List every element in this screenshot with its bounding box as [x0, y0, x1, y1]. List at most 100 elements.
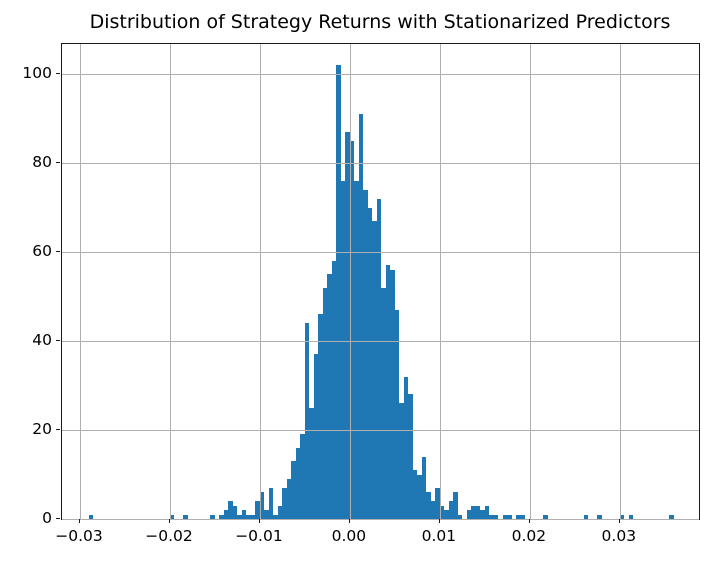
histogram-bar [507, 514, 512, 519]
histogram-bar [394, 309, 400, 519]
y-tick-mark [56, 251, 60, 252]
histogram-bar [385, 265, 391, 519]
y-tick-mark [56, 518, 60, 519]
histogram-bar [489, 514, 494, 519]
y-gridline [62, 162, 699, 164]
histogram-bar [417, 474, 422, 519]
y-tick-label: 60 [32, 242, 52, 260]
histogram-bar [484, 505, 490, 519]
histogram-bar [493, 514, 499, 519]
histogram-bar [228, 501, 233, 519]
histogram-bar [273, 514, 278, 519]
histogram-bar [421, 456, 427, 519]
histogram-bar [237, 514, 242, 519]
x-tick-label: 0.02 [511, 527, 547, 545]
x-gridline [439, 44, 441, 519]
x-gridline [259, 44, 261, 519]
histogram-bar [250, 514, 256, 519]
histogram-bar [399, 403, 404, 519]
histogram-bar [597, 514, 602, 519]
y-tick-label: 40 [32, 331, 52, 349]
x-tick-mark [528, 519, 530, 523]
histogram-bar [327, 274, 332, 519]
histogram-bar [367, 207, 373, 519]
x-gridline [619, 44, 621, 519]
histogram-bar [309, 407, 314, 519]
histogram-bar [318, 314, 323, 519]
histogram-bar [88, 514, 94, 519]
histogram-bar [628, 514, 634, 519]
x-tick-mark [618, 519, 620, 523]
x-gridline [79, 44, 81, 519]
histogram-bar [457, 514, 463, 519]
histogram-bar [583, 514, 589, 519]
histogram-bar [376, 198, 382, 519]
x-tick-mark [168, 519, 170, 523]
histogram-bar [619, 514, 625, 519]
histogram-bar [448, 501, 454, 519]
histogram-bar [277, 505, 283, 519]
y-tick-mark [56, 161, 60, 163]
histogram-bar [372, 220, 377, 519]
histogram-bar [466, 510, 472, 519]
x-tick-mark [348, 519, 350, 523]
histogram-bar [304, 323, 310, 519]
histogram-bar [219, 514, 224, 519]
y-gridline [62, 73, 699, 75]
histogram-bar [475, 505, 481, 519]
x-tick-label: 0.03 [601, 527, 637, 545]
histogram-bar [543, 514, 548, 519]
histogram-bar [286, 478, 292, 519]
histogram-bar [439, 505, 445, 519]
y-gridline [62, 519, 699, 520]
histogram-bar [268, 487, 274, 519]
y-tick-label: 80 [32, 152, 52, 171]
histogram-bar [255, 501, 260, 519]
histogram-bar [282, 487, 287, 519]
x-tick-label: −0.02 [145, 527, 193, 545]
y-gridline [62, 341, 699, 342]
histogram-bar [295, 447, 301, 519]
x-tick-mark [78, 519, 80, 523]
histogram-bar [313, 354, 319, 519]
histogram-bar [291, 461, 296, 519]
histogram-bar [232, 505, 238, 519]
y-gridline [62, 430, 699, 431]
histogram-bar [354, 180, 359, 519]
histogram-bar [363, 189, 368, 519]
x-tick-label: −0.01 [235, 527, 283, 545]
y-gridline [62, 252, 699, 253]
histogram-bar [453, 492, 458, 519]
histogram-bar [358, 114, 364, 519]
histogram-bar [403, 376, 409, 519]
x-tick-mark [258, 519, 260, 523]
x-gridline [169, 44, 171, 519]
histogram-bar [502, 514, 508, 519]
histogram-bar [345, 131, 350, 519]
histogram-bar [471, 505, 476, 519]
histogram-bar [480, 510, 485, 519]
x-tick-label: 0.01 [421, 527, 457, 545]
histogram-bar [223, 510, 229, 519]
x-gridline [529, 44, 531, 519]
histogram-bar [336, 65, 341, 519]
histogram-bar [241, 510, 247, 519]
x-gridline [349, 44, 351, 519]
histogram-bar [435, 487, 440, 519]
chart-title: Distribution of Strategy Returns with St… [89, 11, 671, 33]
histogram-bar [340, 180, 346, 519]
histogram-bar [430, 501, 436, 519]
histogram-bar [516, 514, 521, 519]
histogram-bar [349, 140, 355, 519]
histogram-bar [169, 514, 175, 519]
histogram-bar [381, 287, 386, 519]
histogram-bar [300, 434, 305, 519]
histogram-bar [210, 514, 215, 519]
histogram-bar [520, 514, 526, 519]
y-tick-label: 20 [32, 420, 52, 438]
histogram-bar [331, 260, 337, 519]
y-tick-mark [56, 429, 60, 430]
histogram-bar [390, 269, 395, 519]
y-tick-label: 100 [22, 63, 52, 82]
